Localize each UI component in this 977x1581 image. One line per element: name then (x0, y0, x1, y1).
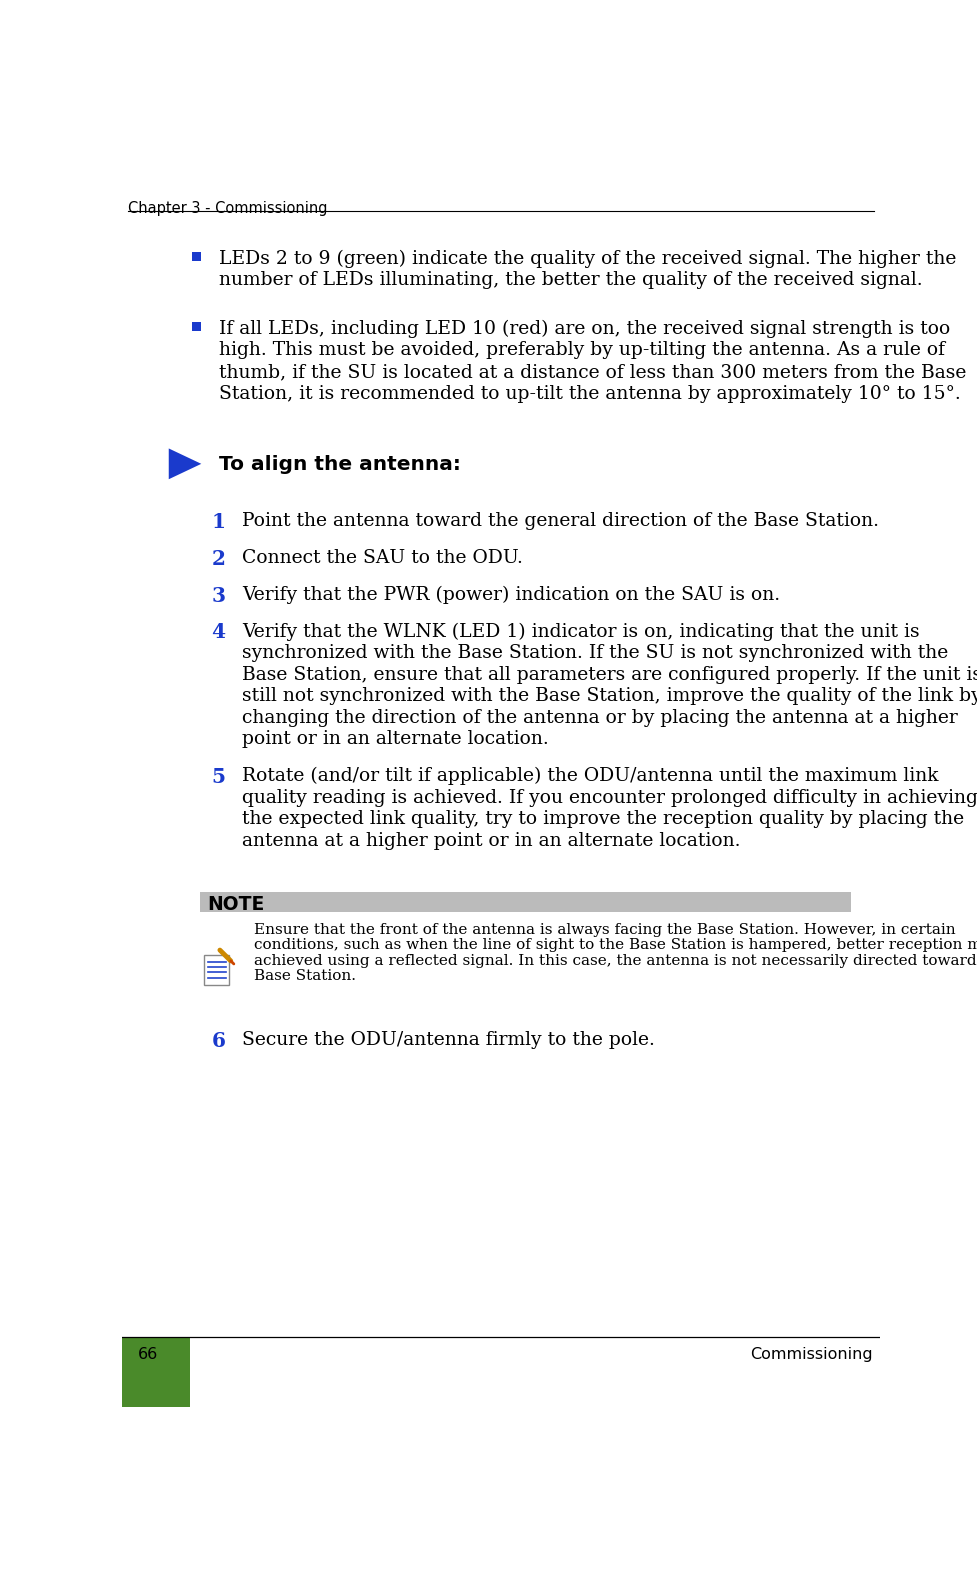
Text: quality reading is achieved. If you encounter prolonged difficulty in achieving: quality reading is achieved. If you enco… (242, 789, 977, 806)
Text: 6: 6 (211, 1031, 225, 1051)
Text: If all LEDs, including LED 10 (red) are on, the received signal strength is too: If all LEDs, including LED 10 (red) are … (219, 319, 950, 338)
Text: Connect the SAU to the ODU.: Connect the SAU to the ODU. (242, 549, 523, 566)
Text: Base Station.: Base Station. (254, 969, 356, 983)
Bar (191, 323, 200, 330)
Polygon shape (169, 449, 201, 479)
Bar (191, 251, 200, 261)
Text: thumb, if the SU is located at a distance of less than 300 meters from the Base: thumb, if the SU is located at a distanc… (219, 364, 965, 381)
Text: Station, it is recommended to up-tilt the antenna by approximately 10° to 15°.: Station, it is recommended to up-tilt th… (219, 384, 959, 403)
Text: number of LEDs illuminating, the better the quality of the received signal.: number of LEDs illuminating, the better … (219, 272, 922, 289)
Text: antenna at a higher point or in an alternate location.: antenna at a higher point or in an alter… (242, 832, 741, 851)
Text: Base Station, ensure that all parameters are configured properly. If the unit is: Base Station, ensure that all parameters… (242, 666, 977, 683)
Text: conditions, such as when the line of sight to the Base Station is hampered, bett: conditions, such as when the line of sig… (254, 938, 977, 952)
Text: 2: 2 (211, 549, 225, 569)
Text: NOTE: NOTE (207, 895, 265, 914)
Text: Secure the ODU/antenna firmly to the pole.: Secure the ODU/antenna firmly to the pol… (242, 1031, 655, 1050)
Text: Verify that the WLNK (LED 1) indicator is on, indicating that the unit is: Verify that the WLNK (LED 1) indicator i… (242, 623, 919, 640)
Text: Chapter 3 - Commissioning: Chapter 3 - Commissioning (128, 201, 327, 215)
Text: still not synchronized with the Base Station, improve the quality of the link by: still not synchronized with the Base Sta… (242, 688, 977, 705)
Text: high. This must be avoided, preferably by up-tilting the antenna. As a rule of: high. This must be avoided, preferably b… (219, 341, 944, 359)
Text: LEDs 2 to 9 (green) indicate the quality of the received signal. The higher the: LEDs 2 to 9 (green) indicate the quality… (219, 250, 956, 269)
Text: 3: 3 (211, 585, 225, 606)
Text: point or in an alternate location.: point or in an alternate location. (242, 730, 548, 748)
Text: changing the direction of the antenna or by placing the antenna at a higher: changing the direction of the antenna or… (242, 708, 957, 727)
Bar (122, 1338, 191, 1407)
Text: 5: 5 (211, 767, 225, 787)
Text: 66: 66 (138, 1347, 158, 1361)
Text: To align the antenna:: To align the antenna: (219, 455, 460, 474)
Text: 4: 4 (211, 623, 226, 642)
Text: the expected link quality, try to improve the reception quality by placing the: the expected link quality, try to improv… (242, 811, 963, 828)
Text: Verify that the PWR (power) indication on the SAU is on.: Verify that the PWR (power) indication o… (242, 585, 780, 604)
Text: synchronized with the Base Station. If the SU is not synchronized with the: synchronized with the Base Station. If t… (242, 643, 948, 662)
Bar (199, 892, 850, 912)
Text: Commissioning: Commissioning (749, 1347, 871, 1361)
Text: Point the antenna toward the general direction of the Base Station.: Point the antenna toward the general dir… (242, 512, 878, 530)
Text: Ensure that the front of the antenna is always facing the Base Station. However,: Ensure that the front of the antenna is … (254, 923, 955, 938)
Bar (204, 955, 229, 985)
Text: achieved using a reflected signal. In this case, the antenna is not necessarily : achieved using a reflected signal. In th… (254, 953, 977, 968)
Text: Rotate (and/or tilt if applicable) the ODU/antenna until the maximum link: Rotate (and/or tilt if applicable) the O… (242, 767, 938, 786)
Text: 1: 1 (211, 512, 225, 531)
